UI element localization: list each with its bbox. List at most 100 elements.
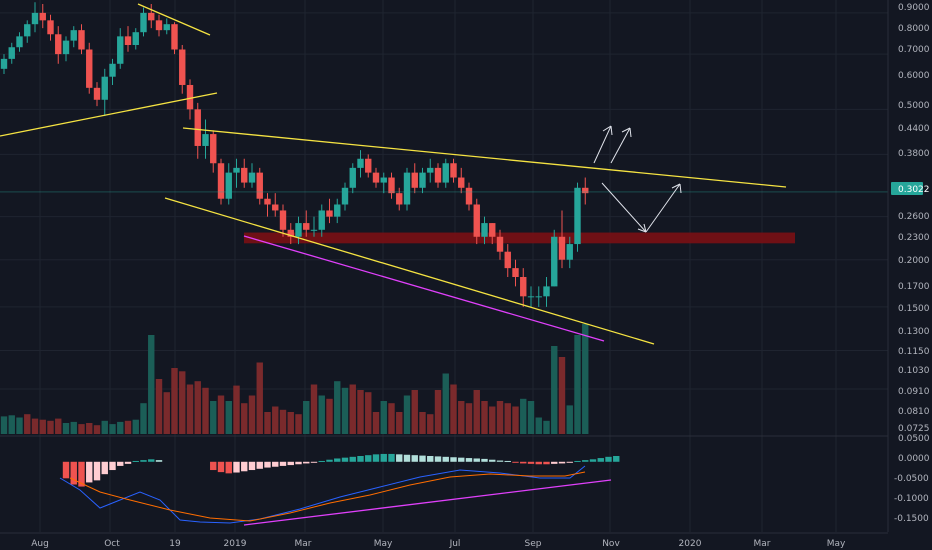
volume-bar bbox=[8, 415, 15, 434]
macd-histogram-bar bbox=[496, 460, 504, 462]
volume-bar bbox=[450, 384, 457, 434]
candle-body bbox=[411, 172, 418, 188]
volume-bar bbox=[527, 401, 535, 434]
candle-body bbox=[16, 36, 23, 48]
volume-bar bbox=[140, 403, 147, 434]
macd-histogram-bar bbox=[535, 461, 542, 465]
candle-body bbox=[287, 229, 294, 237]
volume-bar bbox=[380, 401, 387, 434]
macd-histogram-bar bbox=[427, 456, 434, 462]
volume-bar bbox=[411, 390, 418, 434]
volume-bar bbox=[194, 381, 201, 434]
volume-bar bbox=[210, 401, 217, 434]
volume-bar bbox=[489, 406, 496, 434]
macd-histogram-bar bbox=[504, 460, 511, 462]
candle-body bbox=[225, 172, 232, 199]
macd-histogram-bar bbox=[303, 461, 310, 464]
price-axis[interactable]: 0.9000 0.8000 0.7000 0.6000 0.5000 0.4400 0.38… bbox=[887, 0, 932, 550]
macd-histogram-bar bbox=[62, 461, 70, 479]
candle-body bbox=[295, 223, 302, 237]
macd-panel bbox=[59, 453, 620, 526]
macd-histogram-bar bbox=[101, 461, 108, 475]
trendline bbox=[243, 235, 605, 342]
volume-bar bbox=[117, 421, 124, 434]
arrow-head bbox=[610, 125, 613, 136]
candle-body bbox=[365, 158, 372, 173]
volume-bar bbox=[70, 421, 77, 434]
candle-body bbox=[117, 36, 124, 64]
macd-histogram-bar bbox=[357, 456, 364, 462]
macd-histogram-bar bbox=[403, 454, 411, 462]
macd-histogram-bar bbox=[70, 461, 77, 485]
candle-body bbox=[527, 296, 535, 298]
volume-bar bbox=[520, 398, 527, 434]
price-tick-label: 0.8000 bbox=[898, 24, 930, 34]
macd-histogram-bar bbox=[310, 461, 318, 463]
macd-histogram-bar bbox=[473, 458, 480, 462]
macd-histogram-bar bbox=[86, 461, 93, 483]
candle-body bbox=[427, 167, 434, 173]
macd-histogram-bar bbox=[78, 461, 85, 487]
grid-lines bbox=[0, 0, 932, 532]
volume-bar bbox=[334, 381, 341, 434]
volume-bar bbox=[582, 324, 589, 434]
candle-body bbox=[434, 167, 442, 183]
macd-histogram-bar bbox=[326, 459, 333, 462]
macd-histogram-bar bbox=[241, 461, 248, 472]
price-tick-label: 0.6000 bbox=[898, 71, 930, 81]
volume-bar bbox=[179, 371, 186, 434]
projection-arrow bbox=[610, 127, 631, 164]
macd-histogram-bar bbox=[589, 459, 597, 462]
macd-histogram-bar bbox=[465, 458, 473, 462]
volume-bar bbox=[264, 412, 271, 434]
volume-bar bbox=[24, 414, 31, 434]
trendline bbox=[137, 3, 211, 36]
candle-body bbox=[450, 163, 457, 178]
macd-histogram-bar bbox=[318, 460, 325, 462]
candle-body bbox=[419, 172, 426, 188]
candle-body bbox=[256, 172, 263, 199]
support-zone bbox=[244, 232, 795, 244]
arrow-head bbox=[637, 228, 647, 233]
candle-body bbox=[0, 58, 8, 69]
macd-histogram-bar bbox=[140, 460, 147, 462]
candle-body bbox=[70, 30, 77, 41]
candle-body bbox=[62, 40, 70, 55]
candle-body bbox=[124, 36, 132, 45]
volume-bar bbox=[256, 362, 263, 434]
volume-bar bbox=[39, 419, 46, 434]
volume-bar bbox=[465, 403, 473, 434]
arrow-head bbox=[643, 223, 647, 233]
macd-histogram-bar bbox=[582, 460, 589, 462]
macd-histogram-bar bbox=[450, 457, 457, 462]
volume-bar bbox=[279, 409, 287, 434]
volume-bar bbox=[558, 357, 566, 434]
price-tick-label: 0.1300 bbox=[898, 327, 930, 337]
volume-bar bbox=[341, 387, 349, 434]
macd-histogram-bar bbox=[411, 455, 418, 462]
candle-body bbox=[303, 223, 310, 230]
support-zone-rect bbox=[244, 232, 795, 244]
projection-arrow bbox=[645, 183, 681, 233]
candle-body bbox=[241, 167, 248, 183]
time-tick-label: 2020 bbox=[679, 539, 702, 549]
projection-arrow bbox=[593, 125, 612, 164]
macd-histogram-bar bbox=[380, 453, 387, 462]
volume-bar bbox=[217, 395, 225, 434]
volume-bar bbox=[504, 403, 511, 434]
time-axis[interactable]: Aug Oct 19 2019 Mar May Jul Sep Nov 2020 Mar May bbox=[0, 532, 888, 549]
candle-body bbox=[372, 172, 380, 183]
macd-histogram-bar bbox=[558, 461, 566, 464]
candle-body bbox=[86, 49, 93, 88]
macd-histogram-bar bbox=[349, 456, 356, 462]
volume-bar bbox=[434, 390, 442, 434]
macd-histogram-bar bbox=[434, 456, 442, 462]
macd-histogram-bar bbox=[148, 459, 155, 462]
volume-bar bbox=[272, 406, 279, 434]
volume-bar bbox=[512, 406, 519, 434]
macd-tick-label: 0.0500 bbox=[898, 434, 930, 444]
candle-body bbox=[442, 163, 449, 183]
macd-histogram-bar bbox=[272, 461, 279, 467]
macd-histogram-bar bbox=[225, 461, 232, 474]
